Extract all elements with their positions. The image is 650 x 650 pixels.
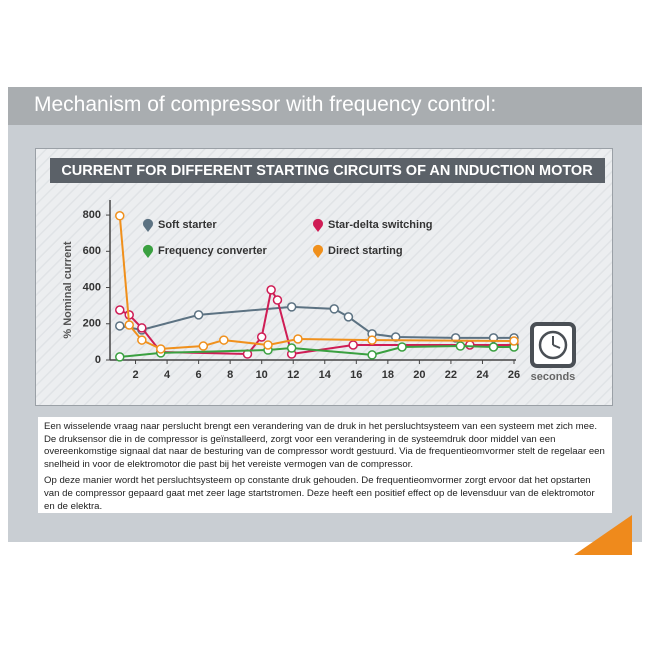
x-tick-label: 2: [132, 369, 138, 381]
data-point: [286, 343, 297, 353]
data-point: [465, 340, 475, 350]
data-point: [115, 352, 125, 362]
data-point: [488, 342, 499, 352]
legend-label: Soft starter: [158, 219, 217, 231]
data-point: [263, 340, 273, 350]
x-tick-label: 24: [476, 369, 489, 381]
x-tick-label: 20: [413, 369, 425, 381]
x-tick-label: 6: [196, 369, 202, 381]
x-axis-label: seconds: [531, 371, 576, 383]
corner-triangle: [574, 515, 632, 555]
x-tick-label: 16: [350, 369, 362, 381]
series-line: [118, 215, 515, 350]
legend-marker: [313, 244, 323, 258]
y-tick-label: 400: [83, 281, 101, 293]
paragraph: Een wisselende vraag naar perslucht bren…: [44, 421, 605, 470]
legend-label: Direct starting: [328, 245, 403, 257]
data-point: [286, 302, 297, 312]
y-tick-label: 800: [83, 209, 101, 221]
data-point: [115, 305, 125, 315]
y-axis-label: % Nominal current: [62, 241, 74, 339]
legend-label: Star-delta switching: [328, 219, 433, 231]
data-point: [343, 312, 354, 322]
data-point: [198, 341, 209, 351]
data-point: [348, 340, 358, 350]
data-point: [329, 304, 339, 314]
data-point: [367, 335, 377, 345]
y-tick-label: 0: [95, 354, 101, 366]
y-tick-label: 200: [83, 318, 101, 330]
legend-marker: [143, 218, 153, 232]
legend-marker: [313, 218, 323, 232]
data-point: [293, 334, 303, 344]
x-tick-label: 18: [382, 369, 394, 381]
x-tick-label: 14: [319, 369, 332, 381]
data-point: [256, 332, 267, 342]
clock-icon: [530, 322, 576, 368]
data-point: [509, 336, 519, 346]
data-point: [455, 341, 466, 351]
data-point: [219, 335, 229, 345]
x-tick-label: 12: [287, 369, 299, 381]
chart: CURRENT FOR DIFFERENT STARTING CIRCUITS …: [35, 148, 613, 406]
x-tick-label: 4: [164, 369, 171, 381]
data-point: [397, 342, 407, 352]
data-point: [156, 344, 166, 354]
x-tick-label: 22: [445, 369, 457, 381]
data-point: [266, 285, 276, 295]
data-point: [137, 323, 147, 333]
data-point: [115, 321, 125, 331]
x-tick-label: 10: [256, 369, 268, 381]
slide-title: Mechanism of compressor with frequency c…: [34, 93, 497, 116]
legend-label: Frequency converter: [158, 245, 268, 257]
data-point: [137, 335, 147, 345]
legend-marker: [143, 244, 153, 258]
data-point: [272, 295, 283, 305]
y-tick-label: 600: [83, 245, 101, 257]
x-tick-label: 8: [227, 369, 233, 381]
x-tick-label: 26: [508, 369, 520, 381]
paragraph: Op deze manier wordt het persluchtsystee…: [44, 475, 595, 512]
slide-header: Mechanism of compressor with frequency c…: [8, 87, 642, 125]
data-point: [193, 310, 204, 320]
chart-frame: [35, 148, 613, 406]
text-box: Een wisselende vraag naar perslucht bren…: [38, 417, 612, 513]
data-point: [115, 211, 125, 221]
data-point: [367, 350, 377, 360]
data-point: [124, 320, 134, 330]
title-banner: [50, 158, 605, 183]
chart-title: CURRENT FOR DIFFERENT STARTING CIRCUITS …: [61, 163, 593, 179]
